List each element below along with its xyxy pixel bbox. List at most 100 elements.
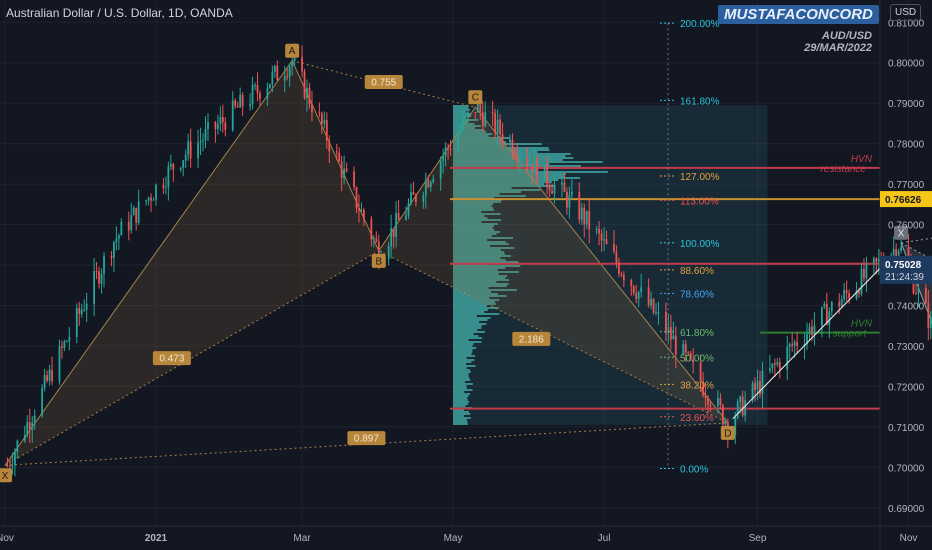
candle-body [825,303,828,325]
currency-button[interactable]: USD [890,4,922,21]
candle-body [293,56,296,61]
volume-profile-bar [453,315,477,317]
volume-profile-bar [453,121,470,123]
pattern-point-badge [152,351,191,366]
price-axis[interactable]: 0.81000 0.80000 0.79000 0.78000 0.77000 0.760… [879,0,932,550]
pattern-labels: XABCDXABCD0.7550.4732.1860.8970.5671.099… [0,43,909,483]
candle-body [830,302,833,312]
pattern-point-label: 0.755 [371,77,396,88]
volume-profile-bar [453,251,504,253]
candle-body [68,336,71,342]
candle-body [442,156,445,161]
candle-body [58,346,61,382]
candle-body [924,288,927,303]
candle-body [259,92,261,99]
candle-body [865,263,868,279]
hvn-sublabel: resistance [820,164,866,175]
candle-body [95,271,98,273]
candle-body [286,76,289,78]
volume-profile-bar [453,215,485,217]
candle-body [358,208,360,212]
candle-body [692,359,695,363]
candle-body [6,465,9,467]
volume-profile-bar [453,271,519,273]
candle-body [516,156,519,162]
candle-body [702,382,704,396]
volume-profile-bar [453,401,470,403]
volume-profile-bar [453,107,469,109]
candle-body [26,422,29,436]
candle-body [231,100,234,130]
candle-body [548,185,551,191]
volume-profile-bar [453,341,482,343]
time-axis[interactable]: Nov2021MarMayJulSepNov2022MarMayJulSep [0,525,932,544]
pattern-point-badge [364,74,403,89]
volume-profile-bar [453,257,501,259]
candle-body [457,133,459,150]
hvn-label: HVN [851,319,873,330]
volume-profile-bar [453,267,506,269]
candle-body [145,200,147,202]
candle-body [776,361,779,365]
volume-profile-bar [453,371,471,373]
candle-body [372,238,375,240]
fib-label: 161.80% [680,96,720,107]
candle-body [150,197,152,201]
volume-profile-bar [453,333,474,335]
pattern-point-badge [468,90,483,105]
candle-body [481,112,484,127]
candle-body [806,334,808,344]
volume-profile-bar [453,247,515,249]
volume-profile-bar [453,395,469,397]
fib-label: 100.00% [680,239,720,250]
candle-body [820,307,823,326]
pattern-point-badge [894,225,909,240]
candle-body [407,203,410,215]
pattern-point-badge [285,43,300,58]
volume-profile-bar [453,397,468,399]
candle-body [665,312,667,333]
candle-body [377,241,380,263]
candle-body [570,192,573,195]
candle-body [48,369,51,381]
symbol-title: Australian Dollar / U.S. Dollar, 1D, OAN… [6,6,233,20]
candle-body [588,210,591,230]
volume-profile-bar [453,211,482,213]
candle-body [843,290,846,300]
pattern-point-badge [720,425,735,440]
volume-profile-bar [453,173,566,175]
candle-body [291,60,294,67]
candle-body [375,238,378,242]
candle-body [739,396,742,402]
volume-profile-bar [453,133,493,135]
candle-body [11,465,14,467]
candle-body [494,113,497,134]
candle-body [875,258,878,262]
price-tick-label: 0.81000 [888,18,925,29]
volume-profile-bar [453,279,510,281]
candle-body [464,116,467,119]
fib-label: 23.60% [680,413,714,424]
candle-body [179,167,182,170]
candle-body [427,180,430,188]
candle-body [734,417,737,435]
time-tick-label: Nov [0,533,14,544]
candle-body [543,164,546,181]
candle-body [31,422,34,430]
candle-body [872,258,875,264]
candle-body [303,71,306,98]
candle-body [526,157,529,166]
volume-profile-bar [453,399,468,401]
volume-profile-bar [453,349,473,351]
candle-body [397,213,400,220]
candle-body [603,239,605,241]
pattern-xd-dotted [4,422,728,466]
candle-body [343,168,346,179]
candle-body [657,312,660,314]
candle-body [719,398,722,406]
volume-profile-bar [453,147,549,149]
volume-profile-bar [453,255,512,257]
candle-body [46,375,48,381]
